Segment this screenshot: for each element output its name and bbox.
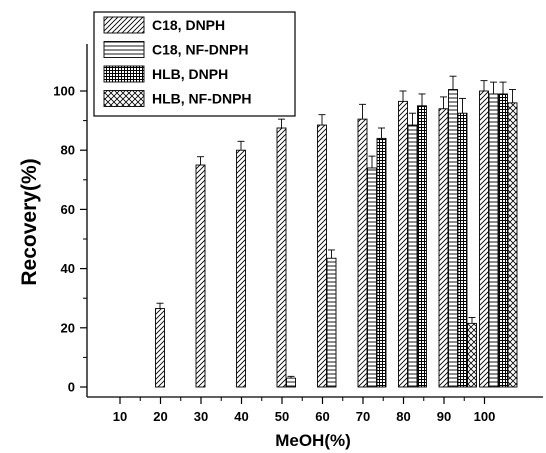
legend-label: C18, DNPH — [152, 17, 225, 33]
x-tick-label: 20 — [153, 409, 167, 424]
bar — [326, 257, 337, 388]
bar — [467, 322, 477, 388]
x-tick-label: 10 — [113, 409, 127, 424]
legend-swatch — [103, 90, 145, 107]
x-tick-label: 60 — [315, 409, 329, 424]
bar — [398, 100, 408, 388]
legend: C18, DNPH C18, NF-DNPH HLB, DNPH HLB, NF-DN… — [93, 11, 296, 117]
bar — [507, 102, 518, 388]
y-axis-title: Recovery(%) — [18, 158, 41, 285]
legend-label: HLB, NF-DNPH — [152, 91, 252, 107]
y-tick-label: 80 — [61, 143, 75, 158]
legend-label: C18, NF-DNPH — [152, 42, 248, 58]
bar — [417, 105, 427, 388]
bar — [498, 93, 508, 388]
bar — [286, 377, 296, 388]
bar — [457, 112, 468, 388]
bars — [155, 89, 518, 388]
legend-swatch — [103, 16, 145, 34]
bar — [448, 89, 458, 388]
x-ticks: 10 20 30 40 50 60 70 80 90 100 — [113, 397, 496, 424]
x-tick-label: 80 — [396, 409, 410, 424]
bar — [317, 124, 327, 388]
bar — [357, 118, 368, 388]
bar — [407, 124, 418, 388]
x-tick-label: 40 — [234, 409, 248, 424]
legend-label: HLB, DNPH — [152, 66, 228, 82]
bar — [479, 90, 489, 388]
x-tick-label: 100 — [474, 409, 496, 424]
bar — [155, 308, 165, 388]
y-tick-label: 60 — [61, 202, 75, 217]
bar — [276, 127, 287, 388]
error-bars — [156, 75, 516, 379]
bar — [488, 93, 499, 388]
y-tick-label: 20 — [61, 320, 75, 335]
legend-swatch — [103, 65, 145, 83]
x-tick-label: 90 — [437, 409, 451, 424]
axes — [86, 44, 543, 398]
x-tick-label: 50 — [275, 409, 289, 424]
bar — [367, 167, 377, 388]
bar — [438, 108, 449, 388]
y-tick-label: 0 — [68, 380, 75, 395]
y-tick-label: 40 — [61, 261, 75, 276]
legend-swatch — [103, 41, 145, 58]
bar — [236, 149, 246, 388]
y-tick-label: 100 — [53, 84, 75, 99]
y-ticks: 0 20 40 60 80 100 — [53, 84, 87, 395]
x-tick-label: 70 — [356, 409, 370, 424]
x-axis-title: MeOH(%) — [275, 431, 351, 450]
bar — [195, 164, 206, 388]
bar — [376, 137, 387, 388]
x-tick-label: 30 — [194, 409, 208, 424]
